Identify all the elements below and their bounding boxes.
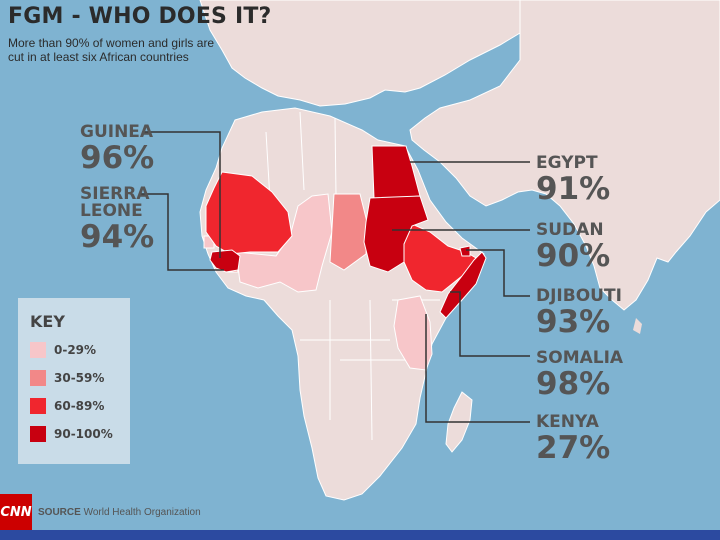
callout-djibouti: DJIBOUTI 93% bbox=[536, 286, 622, 340]
line-somalia bbox=[450, 291, 530, 357]
region-somalia bbox=[439, 251, 487, 319]
callout-percent: 93% bbox=[536, 304, 611, 340]
callout-lines bbox=[140, 131, 530, 423]
line-sierra-leone bbox=[140, 193, 224, 271]
source-label: SOURCE bbox=[38, 507, 81, 518]
key-item: 0-29% bbox=[30, 342, 96, 358]
key-item: 90-100% bbox=[30, 426, 113, 442]
page-title: FGM - WHO DOES IT? bbox=[8, 4, 272, 29]
key-label: 30-59% bbox=[54, 371, 105, 385]
callout-percent: 96% bbox=[80, 140, 155, 176]
callout-percent: 94% bbox=[80, 219, 155, 255]
key-label: 90-100% bbox=[54, 427, 113, 441]
callout-guinea: GUINEA 96% bbox=[80, 122, 155, 176]
key-swatch bbox=[30, 398, 46, 414]
callout-sierra-leone: SIERRA LEONE 94% bbox=[80, 184, 155, 255]
line-guinea bbox=[142, 131, 221, 258]
callout-name: KENYA bbox=[536, 412, 599, 432]
land-europe bbox=[199, 0, 526, 107]
region-mali-mauritania bbox=[205, 171, 293, 255]
region-guinea bbox=[209, 249, 241, 273]
callout-name: GUINEA bbox=[80, 122, 154, 142]
category-60-89 bbox=[205, 171, 477, 293]
callout-name: DJIBOUTI bbox=[536, 286, 622, 306]
key-label: 60-89% bbox=[54, 399, 105, 413]
key-swatch bbox=[30, 370, 46, 386]
key-item: 60-89% bbox=[30, 398, 104, 414]
callout-name-line1: SIERRA bbox=[80, 184, 150, 204]
key-swatch bbox=[30, 426, 46, 442]
key-title: KEY bbox=[30, 312, 65, 331]
category-90-100 bbox=[209, 145, 487, 319]
region-chad bbox=[329, 193, 369, 271]
line-djibouti bbox=[466, 249, 530, 297]
callout-name: EGYPT bbox=[536, 153, 598, 173]
callout-sudan: SUDAN 90% bbox=[536, 220, 611, 274]
callout-name: SOMALIA bbox=[536, 348, 624, 368]
bottom-bar bbox=[0, 530, 720, 540]
key-item: 30-59% bbox=[30, 370, 104, 386]
page-subtitle: More than 90% of women and girls are cut… bbox=[8, 36, 215, 64]
callout-percent: 90% bbox=[536, 238, 611, 274]
callout-kenya: KENYA 27% bbox=[536, 412, 611, 466]
callout-somalia: SOMALIA 98% bbox=[536, 348, 624, 402]
land-asia bbox=[409, 0, 720, 311]
map-key: KEY 0-29% 30-59% 60-89% 90-100% bbox=[18, 298, 130, 464]
category-0-29 bbox=[203, 193, 433, 371]
callout-percent: 91% bbox=[536, 171, 611, 207]
source-text: World Health Organization bbox=[83, 507, 201, 518]
key-label: 0-29% bbox=[54, 343, 97, 357]
land-sri-lanka bbox=[633, 318, 642, 334]
cnn-logo: CNN bbox=[0, 494, 32, 530]
source-credit: SOURCE World Health Organization bbox=[38, 507, 201, 518]
line-kenya bbox=[425, 314, 530, 423]
region-sudan bbox=[363, 195, 429, 273]
key-swatch bbox=[30, 342, 46, 358]
callout-name: SUDAN bbox=[536, 220, 604, 240]
callout-percent: 98% bbox=[536, 366, 611, 402]
callout-name-line2: LEONE bbox=[80, 201, 143, 221]
callout-egypt: EGYPT 91% bbox=[536, 153, 611, 207]
region-djibouti bbox=[459, 245, 471, 257]
callout-percent: 27% bbox=[536, 430, 611, 466]
